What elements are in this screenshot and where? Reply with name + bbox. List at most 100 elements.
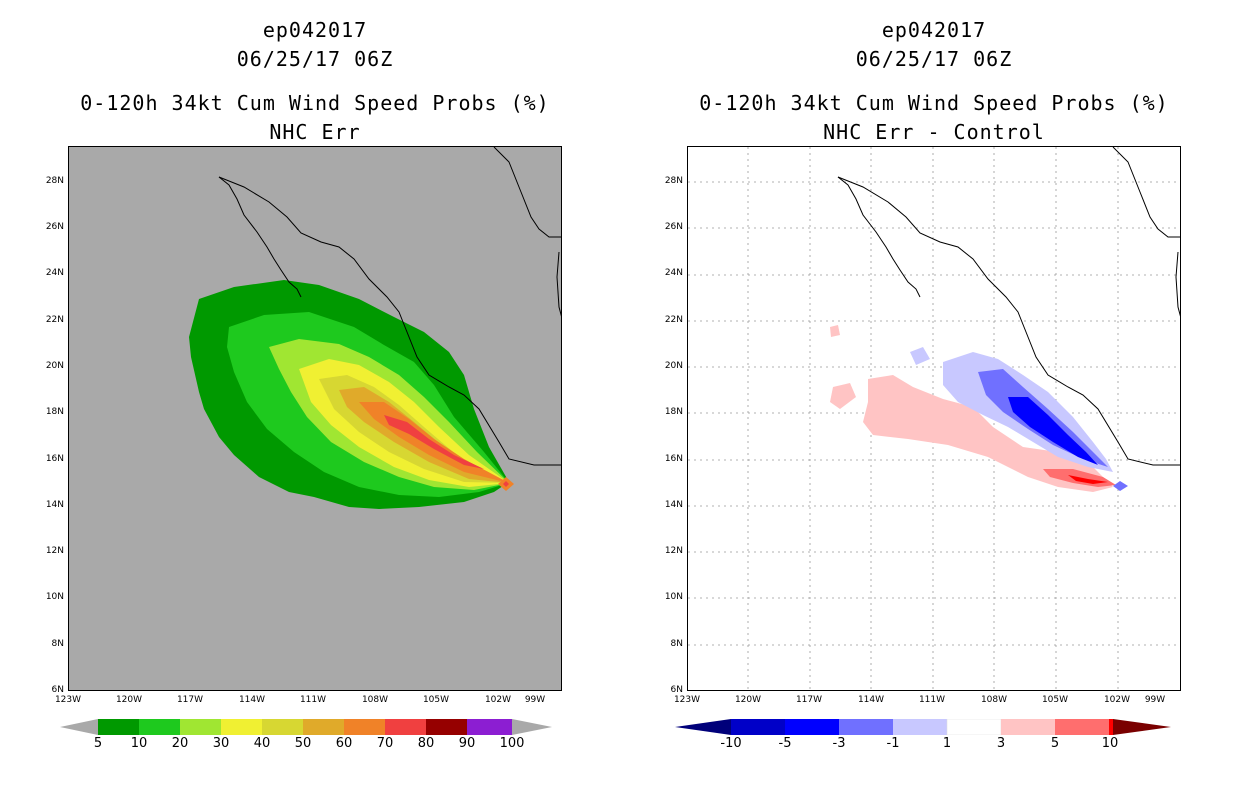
colorbar-label: 40	[253, 736, 271, 751]
colorbar-label: 60	[335, 736, 353, 751]
left-colorbar-arrow-low	[60, 719, 98, 735]
lon-label: 108W	[980, 695, 1008, 705]
colorbar-label: 1	[942, 736, 952, 751]
lat-label: 12N	[45, 546, 64, 556]
diff-pos-1c	[830, 325, 840, 337]
colorbar-label: 70	[376, 736, 394, 751]
lon-label: 99W	[524, 695, 546, 705]
left-subtitle: NHC Err	[269, 120, 361, 144]
right-colorbar-svg	[675, 718, 1171, 736]
lat-label: 18N	[664, 407, 683, 417]
colorbar-label: -5	[778, 736, 792, 751]
lon-label: 105W	[422, 695, 450, 705]
colorbar-label: 20	[171, 736, 189, 751]
lat-label: 20N	[45, 361, 64, 371]
colorbar-swatch	[946, 718, 1002, 736]
colorbar-label: 10	[130, 736, 148, 751]
colorbar-swatch	[139, 719, 180, 735]
coastline-north	[493, 147, 561, 238]
lat-label: 28N	[664, 176, 683, 186]
colorbar-swatch	[1001, 719, 1055, 735]
colorbar-label: 90	[458, 736, 476, 751]
right-storm-id: ep042017	[881, 18, 987, 42]
lat-label: 22N	[664, 315, 683, 325]
lat-label: 20N	[664, 361, 683, 371]
colorbar-label: 50	[294, 736, 312, 751]
colorbar-swatch	[467, 719, 512, 735]
lon-label: 99W	[1144, 695, 1166, 705]
lat-label: 22N	[45, 315, 64, 325]
left-date: 06/25/17 06Z	[236, 47, 394, 71]
lat-label: 18N	[45, 407, 64, 417]
lon-label: 111W	[299, 695, 327, 705]
coastline-baja	[218, 176, 302, 298]
right-colorbar: -10 -5 -3 -1 1 3 5 10	[675, 718, 1175, 759]
lat-label: 26N	[664, 222, 683, 232]
right-map-canvas	[688, 147, 1180, 690]
colorbar-swatch	[785, 719, 839, 735]
right-coastline-baja	[837, 176, 921, 298]
colorbar-label: 80	[417, 736, 435, 751]
colorbar-label: -3	[832, 736, 846, 751]
prob-70	[384, 415, 484, 469]
left-product: 0-120h 34kt Cum Wind Speed Probs (%)	[80, 91, 550, 115]
colorbar-label: 3	[996, 736, 1006, 751]
lat-label: 28N	[45, 176, 64, 186]
colorbar-label: -10	[720, 736, 742, 751]
lon-label: 111W	[918, 695, 946, 705]
lon-label: 105W	[1041, 695, 1069, 705]
colorbar-swatch	[344, 719, 385, 735]
lat-label: 6N	[670, 685, 683, 695]
lat-label: 26N	[45, 222, 64, 232]
coastline-mainland	[218, 176, 561, 466]
colorbar-label: 5	[93, 736, 103, 751]
colorbar-swatch	[839, 719, 893, 735]
colorbar-swatch	[180, 719, 221, 735]
lon-label: 120W	[115, 695, 143, 705]
colorbar-swatch	[98, 719, 139, 735]
lat-label: 14N	[664, 500, 683, 510]
lat-label: 6N	[51, 685, 64, 695]
colorbar-swatch	[893, 719, 947, 735]
right-coastline-mainland	[837, 176, 1180, 466]
right-coastline-east	[1175, 251, 1180, 317]
lat-label: 14N	[45, 500, 64, 510]
lon-label: 102W	[1103, 695, 1131, 705]
lon-label: 117W	[795, 695, 823, 705]
lon-label: 102W	[484, 695, 512, 705]
right-colorbar-arrow-low	[675, 719, 731, 735]
right-coastline-north	[1112, 147, 1180, 238]
lat-label: 24N	[664, 268, 683, 278]
lon-label: 114W	[238, 695, 266, 705]
colorbar-swatch	[1109, 719, 1113, 735]
lon-label: 123W	[54, 695, 82, 705]
colorbar-label: 30	[212, 736, 230, 751]
colorbar-label: -1	[886, 736, 900, 751]
right-date: 06/25/17 06Z	[855, 47, 1013, 71]
colorbar-swatch	[731, 719, 785, 735]
lat-label: 8N	[670, 639, 683, 649]
lat-label: 16N	[45, 454, 64, 464]
left-colorbar-svg	[60, 719, 552, 735]
lon-label: 120W	[734, 695, 762, 705]
colorbar-swatch	[426, 719, 467, 735]
right-map	[687, 146, 1181, 691]
lon-label: 117W	[176, 695, 204, 705]
left-colorbar-arrow-high	[512, 719, 552, 735]
colorbar-swatch	[303, 719, 344, 735]
right-colorbar-arrow-high	[1113, 719, 1171, 735]
lat-label: 24N	[45, 268, 64, 278]
diff-pos-1b	[830, 383, 856, 409]
lon-label: 123W	[673, 695, 701, 705]
coastline-east	[556, 251, 561, 317]
peak-marker-core	[503, 481, 509, 487]
colorbar-label: 5	[1050, 736, 1060, 751]
diff-pos-5	[1068, 475, 1108, 484]
right-title: ep042017 06/25/17 06Z 0-120h 34kt Cum Wi…	[687, 16, 1181, 146]
left-colorbar: 5 10 20 30 40 50 60 70 80 90 100	[60, 719, 560, 759]
left-map-canvas	[69, 147, 561, 690]
diff-neg-small	[1113, 481, 1128, 491]
colorbar-swatch	[1055, 719, 1109, 735]
lon-label: 114W	[857, 695, 885, 705]
left-map	[68, 146, 562, 691]
